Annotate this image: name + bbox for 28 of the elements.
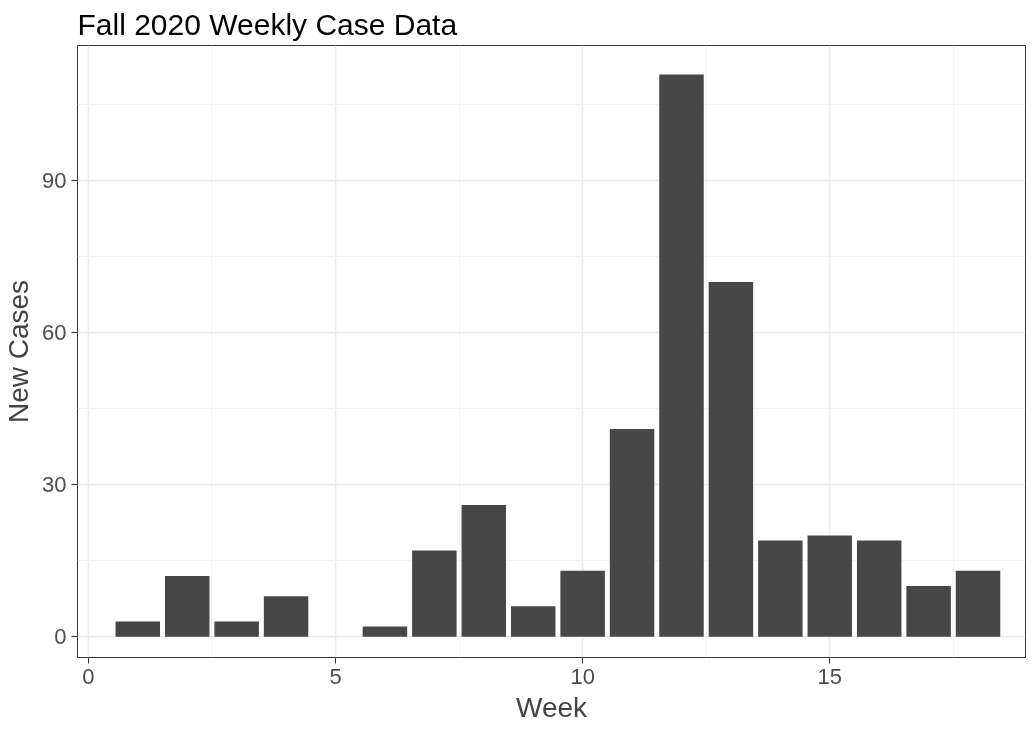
- bar: [510, 606, 556, 637]
- x-tick-label: 15: [817, 663, 843, 689]
- bar: [362, 626, 408, 637]
- y-axis-title: New Cases: [3, 279, 35, 424]
- x-tick-label: 5: [329, 663, 342, 689]
- x-tick-label: 10: [570, 663, 595, 689]
- x-tick-label: 0: [82, 663, 95, 689]
- y-tick-label: 90: [42, 168, 67, 194]
- bar: [856, 540, 902, 637]
- bar: [906, 586, 951, 637]
- bar: [609, 429, 655, 637]
- bar: [659, 74, 704, 637]
- bar: [412, 550, 457, 637]
- bar: [164, 575, 210, 637]
- bar: [807, 535, 853, 637]
- bar: [758, 540, 803, 637]
- bar: [955, 570, 1001, 637]
- bar: [708, 282, 754, 637]
- x-axis-title: Week: [515, 691, 589, 723]
- bar: [263, 596, 309, 637]
- bar: [461, 505, 507, 637]
- y-tick-label: 30: [42, 472, 67, 498]
- y-tick-label: 0: [54, 624, 67, 650]
- bar: [560, 570, 605, 637]
- bar: [115, 621, 161, 637]
- chart-title: Fall 2020 Weekly Case Data: [77, 7, 458, 41]
- y-tick-label: 60: [42, 320, 67, 346]
- bar: [214, 621, 259, 637]
